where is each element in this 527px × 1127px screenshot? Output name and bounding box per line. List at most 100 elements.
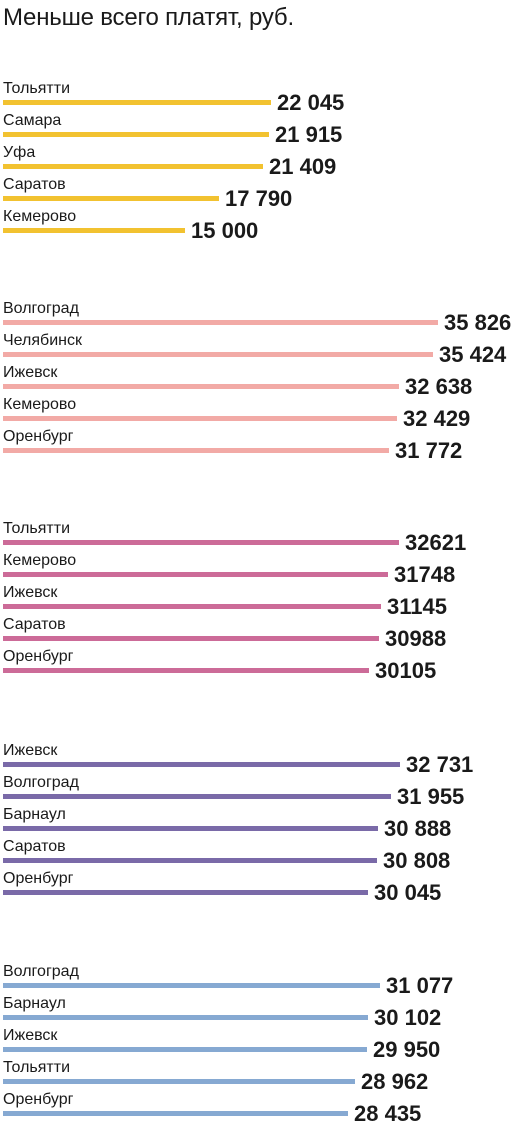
value-label: 21 915	[275, 122, 343, 147]
bar-row: Кемерово 32 429	[0, 396, 527, 431]
value-label: 31748	[394, 562, 456, 587]
bar	[3, 1111, 348, 1116]
category-label: Ижевск	[3, 584, 58, 601]
value-label: 32 731	[406, 752, 474, 777]
bar-row: Тольятти 28 962	[0, 1059, 527, 1094]
category-label: Оренбург	[3, 1091, 74, 1108]
category-label: Самара	[3, 112, 62, 129]
value-label: 15 000	[191, 218, 259, 243]
category-label: Оренбург	[3, 428, 74, 445]
bar-chart-group: Ижевск 32 731 Волгоград 31 955 Барнаул 30 888…	[0, 742, 527, 905]
category-label: Саратов	[3, 616, 66, 633]
bar	[3, 826, 378, 831]
bar-row: Самара 21 915	[0, 112, 527, 147]
bar	[3, 416, 397, 421]
bar-row: Волгоград 31 955	[0, 774, 527, 809]
category-label: Уфа	[3, 144, 36, 161]
bar-row: Саратов 17 790	[0, 176, 527, 211]
bar	[3, 352, 433, 357]
value-label: 31 077	[386, 973, 454, 998]
category-label: Оренбург	[3, 648, 74, 665]
bar	[3, 668, 369, 673]
bar	[3, 448, 389, 453]
category-label: Тольятти	[3, 1059, 70, 1076]
bar-chart-group: Волгоград 35 826 Челябинск 35 424 Ижевск 32 6…	[0, 300, 527, 463]
value-label: 30 045	[374, 880, 442, 905]
value-label: 31 955	[397, 784, 465, 809]
value-label: 28 435	[354, 1101, 422, 1126]
category-label: Ижевск	[3, 742, 58, 759]
bar-row: Волгоград 31 077	[0, 963, 527, 998]
value-label: 21 409	[269, 154, 337, 179]
value-label: 32621	[405, 530, 467, 555]
bar	[3, 196, 219, 201]
value-label: 22 045	[277, 90, 345, 115]
bar	[3, 132, 269, 137]
value-label: 32 638	[405, 374, 473, 399]
bar-row: Кемерово 31748	[0, 552, 527, 587]
value-label: 30105	[375, 658, 437, 683]
category-label: Оренбург	[3, 870, 74, 887]
bar-chart-group: Тольятти 32621 Кемерово 31748 Ижевск 31145 Сар…	[0, 520, 527, 683]
bar	[3, 762, 400, 767]
category-label: Барнаул	[3, 995, 66, 1012]
bar-row: Ижевск 29 950	[0, 1027, 527, 1062]
bar	[3, 572, 388, 577]
category-label: Тольятти	[3, 80, 70, 97]
category-label: Ижевск	[3, 364, 58, 381]
value-label: 35 826	[444, 310, 512, 335]
bar-row: Саратов 30988	[0, 616, 527, 651]
bar-row: Уфа 21 409	[0, 144, 527, 179]
bar-row: Челябинск 35 424	[0, 332, 527, 367]
bar	[3, 890, 368, 895]
bar	[3, 1079, 355, 1084]
category-label: Саратов	[3, 838, 66, 855]
bar-row: Саратов 30 808	[0, 838, 527, 873]
bar	[3, 1047, 367, 1052]
bar-row: Барнаул 30 888	[0, 806, 527, 841]
bar	[3, 604, 381, 609]
category-label: Волгоград	[3, 300, 79, 317]
bar	[3, 983, 380, 988]
bar-row: Оренбург 30105	[0, 648, 527, 683]
bar-row: Тольятти 32621	[0, 520, 527, 555]
bar	[3, 1015, 368, 1020]
bar	[3, 636, 379, 641]
category-label: Саратов	[3, 176, 66, 193]
category-label: Кемерово	[3, 208, 77, 225]
category-label: Волгоград	[3, 963, 79, 980]
category-label: Тольятти	[3, 520, 70, 537]
bar	[3, 228, 185, 233]
bar-chart-group: Тольятти 22 045 Самара 21 915 Уфа 21 409 Сарат…	[0, 80, 527, 243]
bar-row: Кемерово 15 000	[0, 208, 527, 243]
bar-row: Тольятти 22 045	[0, 80, 527, 115]
value-label: 30 888	[384, 816, 452, 841]
bar	[3, 100, 271, 105]
bar-row: Ижевск 32 638	[0, 364, 527, 399]
bar-row: Барнаул 30 102	[0, 995, 527, 1030]
bar	[3, 858, 377, 863]
bar	[3, 794, 391, 799]
bar	[3, 384, 399, 389]
bar	[3, 164, 263, 169]
category-label: Волгоград	[3, 774, 79, 791]
category-label: Ижевск	[3, 1027, 58, 1044]
bar-row: Ижевск 32 731	[0, 742, 527, 777]
bar-row: Оренбург 30 045	[0, 870, 527, 905]
bar-row: Ижевск 31145	[0, 584, 527, 619]
value-label: 29 950	[373, 1037, 441, 1062]
value-label: 17 790	[225, 186, 293, 211]
value-label: 32 429	[403, 406, 471, 431]
bar-row: Волгоград 35 826	[0, 300, 527, 335]
value-label: 30 808	[383, 848, 451, 873]
value-label: 31145	[387, 594, 447, 619]
chart-title: Меньше всего платят, руб.	[3, 4, 294, 31]
value-label: 30 102	[374, 1005, 442, 1030]
value-label: 31 772	[395, 438, 463, 463]
value-label: 30988	[385, 626, 447, 651]
category-label: Барнаул	[3, 806, 66, 823]
value-label: 28 962	[361, 1069, 429, 1094]
bar-row: Оренбург 31 772	[0, 428, 527, 463]
bar-chart-group: Волгоград 31 077 Барнаул 30 102 Ижевск 29 950…	[0, 963, 527, 1126]
value-label: 35 424	[439, 342, 507, 367]
